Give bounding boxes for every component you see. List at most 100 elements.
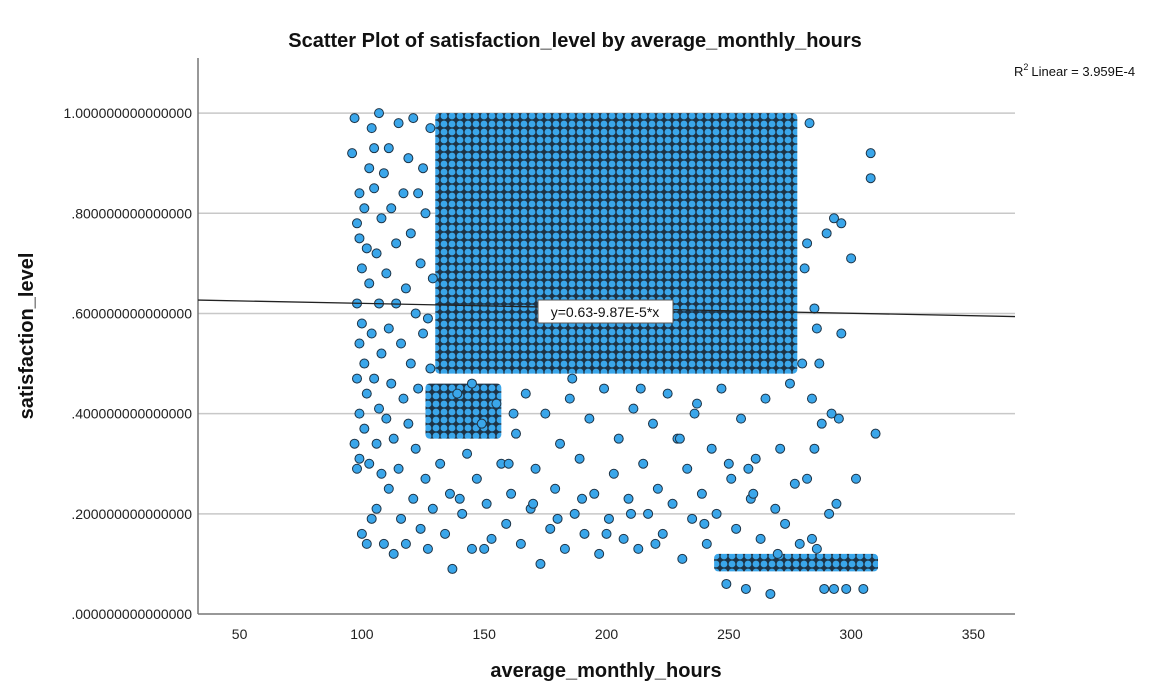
data-point xyxy=(366,328,377,339)
data-point xyxy=(422,313,433,324)
data-point xyxy=(371,438,382,449)
data-point xyxy=(408,113,419,124)
data-point xyxy=(356,528,367,539)
data-point xyxy=(415,523,426,534)
data-point xyxy=(378,538,389,549)
x-tick-label: 50 xyxy=(232,626,248,642)
data-point xyxy=(706,443,717,454)
data-point xyxy=(520,388,531,399)
data-point xyxy=(701,538,712,549)
data-point xyxy=(515,538,526,549)
data-point xyxy=(674,433,685,444)
data-point xyxy=(528,498,539,509)
data-point xyxy=(501,518,512,529)
data-point xyxy=(550,483,561,494)
data-point xyxy=(405,228,416,239)
data-point xyxy=(545,523,556,534)
data-point xyxy=(613,433,624,444)
data-point xyxy=(366,123,377,134)
data-point xyxy=(381,268,392,279)
data-point xyxy=(356,263,367,274)
data-point xyxy=(369,183,380,194)
data-point xyxy=(454,493,465,504)
y-tick-label: 1.000000000000000 xyxy=(64,105,193,121)
data-point xyxy=(422,543,433,554)
data-point xyxy=(577,493,588,504)
data-point xyxy=(831,498,842,509)
data-point xyxy=(466,378,477,389)
data-point xyxy=(374,403,385,414)
data-point xyxy=(682,463,693,474)
x-axis-ticks: 50 100 150 200 250 300 350 xyxy=(232,626,986,642)
data-point xyxy=(652,483,663,494)
equation-label: y=0.63-9.87E-5*x xyxy=(537,299,674,324)
data-point xyxy=(650,538,661,549)
data-point xyxy=(772,548,783,559)
data-point xyxy=(376,213,387,224)
data-point xyxy=(780,518,791,529)
data-point xyxy=(361,243,372,254)
data-point xyxy=(826,408,837,419)
data-point xyxy=(479,543,490,554)
data-point xyxy=(574,453,585,464)
data-point xyxy=(618,533,629,544)
data-point xyxy=(789,478,800,489)
data-point xyxy=(865,173,876,184)
data-point xyxy=(371,248,382,259)
data-point xyxy=(579,528,590,539)
data-point xyxy=(481,498,492,509)
data-point xyxy=(836,328,847,339)
data-point xyxy=(540,408,551,419)
data-point xyxy=(361,388,372,399)
data-point xyxy=(462,448,473,459)
data-point xyxy=(388,433,399,444)
data-point xyxy=(374,108,385,119)
data-point xyxy=(393,463,404,474)
x-axis-label: average_monthly_hours xyxy=(490,660,721,682)
data-point xyxy=(809,303,820,314)
data-point xyxy=(799,263,810,274)
data-point xyxy=(794,538,805,549)
data-point xyxy=(408,493,419,504)
data-point xyxy=(851,473,862,484)
data-point xyxy=(435,458,446,469)
data-point xyxy=(476,418,487,429)
r2-label: R2 Linear = 3.959E-4 xyxy=(1014,62,1135,79)
data-point xyxy=(601,528,612,539)
y-axis-ticks: .000000000000000 .200000000000000 .4000000… xyxy=(64,105,193,622)
data-point xyxy=(359,423,370,434)
data-point xyxy=(413,188,424,199)
data-point xyxy=(755,533,766,544)
data-point xyxy=(440,528,451,539)
data-point xyxy=(381,413,392,424)
data-point xyxy=(364,278,375,289)
data-point xyxy=(486,533,497,544)
data-point xyxy=(552,513,563,524)
data-point xyxy=(354,338,365,349)
data-point xyxy=(802,473,813,484)
y-tick-label: .000000000000000 xyxy=(71,606,192,622)
data-point xyxy=(503,458,514,469)
data-point xyxy=(383,483,394,494)
data-point xyxy=(555,438,566,449)
data-point xyxy=(721,578,732,589)
data-point xyxy=(383,143,394,154)
data-point xyxy=(466,543,477,554)
data-point xyxy=(802,238,813,249)
x-tick-label: 150 xyxy=(473,626,497,642)
data-point xyxy=(354,188,365,199)
data-point xyxy=(811,543,822,554)
dense-point-regions xyxy=(425,113,879,572)
x-tick-label: 300 xyxy=(839,626,863,642)
data-point xyxy=(378,168,389,179)
data-point xyxy=(824,508,835,519)
data-point xyxy=(444,488,455,499)
data-point xyxy=(364,458,375,469)
data-point xyxy=(804,118,815,129)
data-point xyxy=(427,273,438,284)
data-point xyxy=(603,513,614,524)
data-point xyxy=(388,548,399,559)
data-point xyxy=(364,163,375,174)
chart-title: Scatter Plot of satisfaction_level by av… xyxy=(288,30,862,52)
data-point xyxy=(386,203,397,214)
